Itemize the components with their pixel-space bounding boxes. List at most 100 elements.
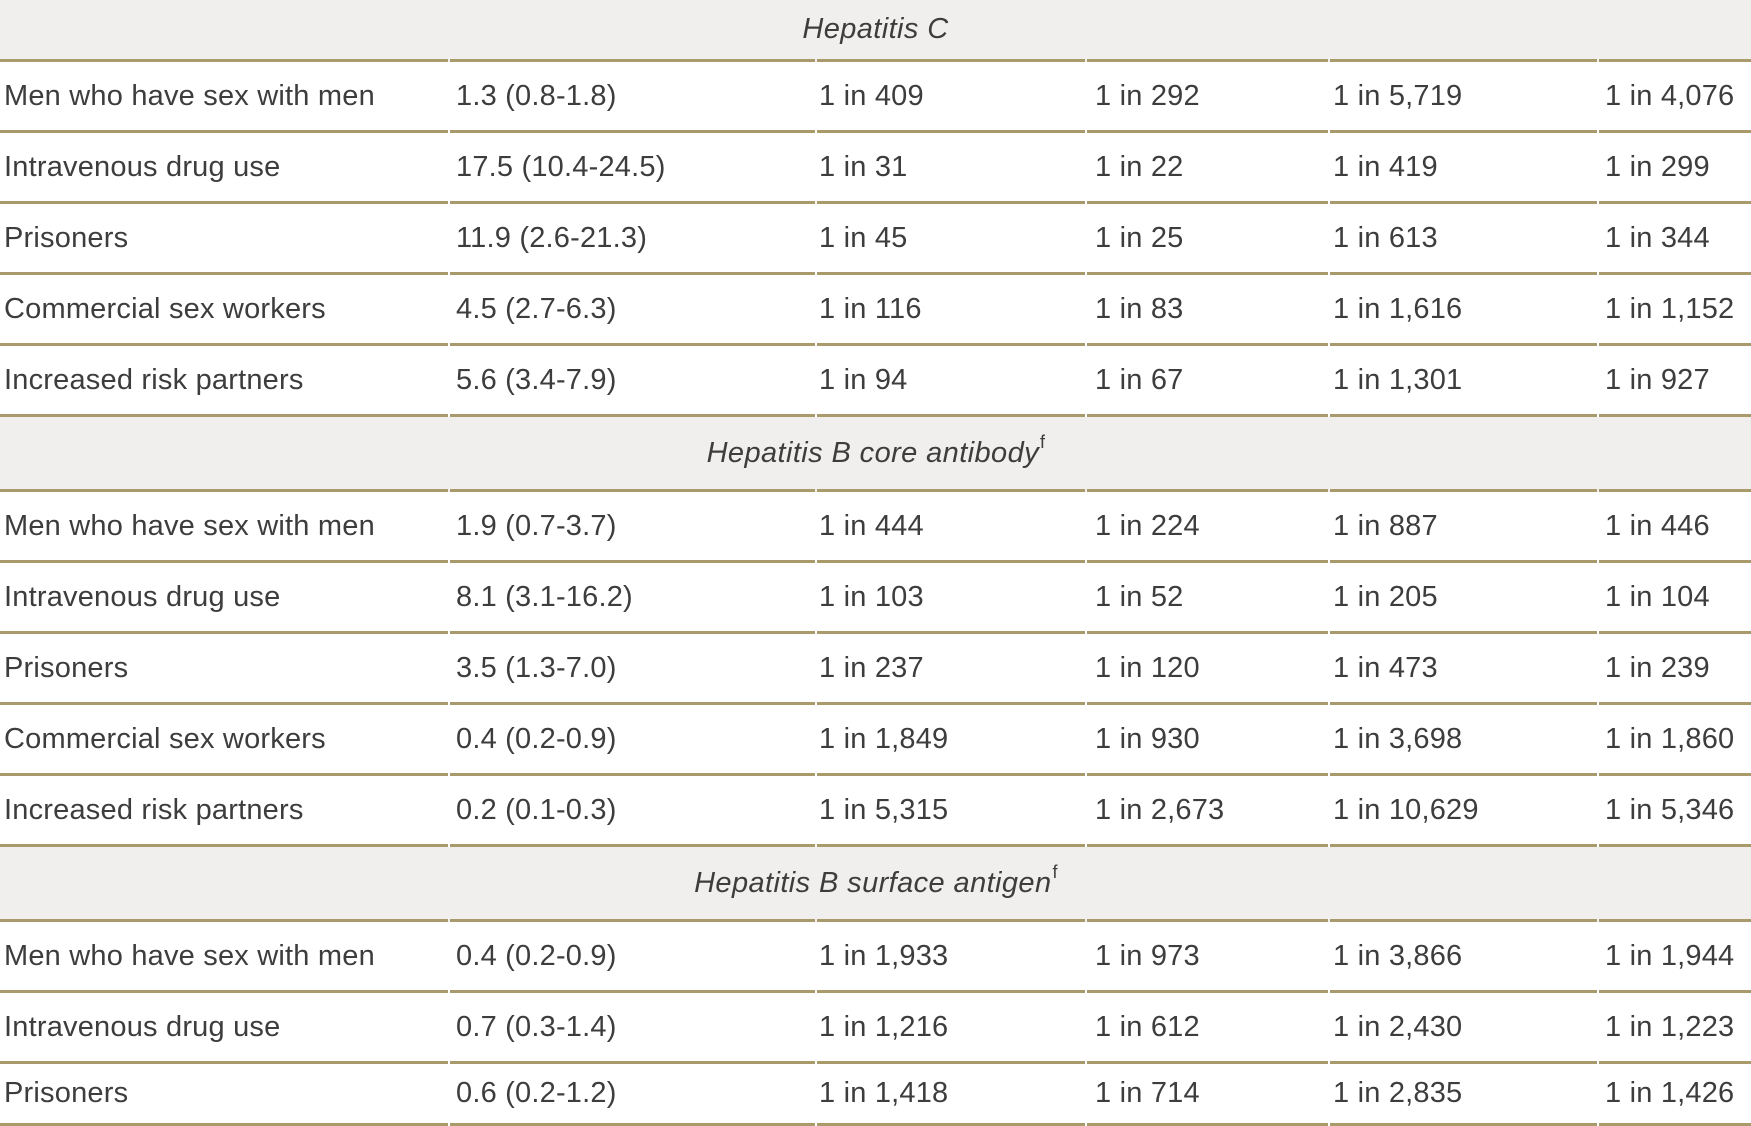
ratio-cell-4: 1 in 1,426 xyxy=(1599,1064,1751,1126)
section-title-text: Hepatitis C xyxy=(802,13,949,45)
ratio-cell-2: 1 in 52 xyxy=(1087,563,1328,634)
section-title: Hepatitis B core antibody f xyxy=(706,432,1046,469)
row-label: Intravenous drug use xyxy=(0,563,448,634)
row-label: Prisoners xyxy=(0,204,448,275)
prevalence-ci-cell: 11.9 (2.6-21.3) xyxy=(450,204,815,275)
row-label: Prisoners xyxy=(0,634,448,705)
ratio-cell-3: 1 in 3,698 xyxy=(1330,705,1597,776)
table-row: Men who have sex with men 0.4 (0.2-0.9) 1 … xyxy=(0,922,1751,993)
ratio-cell-1: 1 in 1,216 xyxy=(817,993,1085,1064)
section-band-cell xyxy=(1330,0,1597,62)
prevalence-ci-cell: 17.5 (10.4-24.5) xyxy=(450,133,815,204)
section-band-cell xyxy=(1087,417,1328,492)
section-band-cell xyxy=(0,0,448,62)
prevalence-ci-cell: 5.6 (3.4-7.9) xyxy=(450,346,815,417)
ratio-cell-2: 1 in 120 xyxy=(1087,634,1328,705)
ratio-cell-4: 1 in 5,346 xyxy=(1599,776,1751,847)
table-row: Commercial sex workers 4.5 (2.7-6.3) 1 in … xyxy=(0,275,1751,346)
section-title-text: Hepatitis B surface antigen xyxy=(694,866,1052,899)
ratio-cell-3: 1 in 205 xyxy=(1330,563,1597,634)
ratio-cell-4: 1 in 4,076 xyxy=(1599,62,1751,133)
row-label: Commercial sex workers xyxy=(0,705,448,776)
ratio-cell-1: 1 in 1,418 xyxy=(817,1064,1085,1126)
ratio-cell-1: 1 in 94 xyxy=(817,346,1085,417)
ratio-cell-2: 1 in 83 xyxy=(1087,275,1328,346)
ratio-cell-2: 1 in 224 xyxy=(1087,492,1328,563)
ratio-cell-4: 1 in 1,223 xyxy=(1599,993,1751,1064)
section-band-cell xyxy=(1087,0,1328,62)
section-band-cell xyxy=(1330,847,1597,922)
ratio-cell-1: 1 in 409 xyxy=(817,62,1085,133)
ratio-cell-4: 1 in 239 xyxy=(1599,634,1751,705)
ratio-cell-4: 1 in 299 xyxy=(1599,133,1751,204)
table-row: Prisoners 11.9 (2.6-21.3) 1 in 45 1 in 25 1 … xyxy=(0,204,1751,275)
section-band-cell xyxy=(817,417,1085,492)
table-row: Intravenous drug use 8.1 (3.1-16.2) 1 in 1… xyxy=(0,563,1751,634)
prevalence-ci-cell: 0.4 (0.2-0.9) xyxy=(450,705,815,776)
section-band-cell xyxy=(450,417,815,492)
ratio-cell-2: 1 in 67 xyxy=(1087,346,1328,417)
row-label: Intravenous drug use xyxy=(0,133,448,204)
section-header-band: Hepatitis B surface antigen f xyxy=(0,847,1751,922)
table-row: Prisoners 0.6 (0.2-1.2) 1 in 1,418 1 in 714… xyxy=(0,1064,1751,1126)
section-band-cell xyxy=(1087,847,1328,922)
ratio-cell-1: 1 in 116 xyxy=(817,275,1085,346)
prevalence-ci-cell: 4.5 (2.7-6.3) xyxy=(450,275,815,346)
section-band-cell xyxy=(1599,847,1751,922)
ratio-cell-1: 1 in 444 xyxy=(817,492,1085,563)
ratio-cell-2: 1 in 973 xyxy=(1087,922,1328,993)
ratio-cell-3: 1 in 1,616 xyxy=(1330,275,1597,346)
section-band-cell xyxy=(817,847,1085,922)
section-band-cell xyxy=(0,847,448,922)
ratio-cell-4: 1 in 1,152 xyxy=(1599,275,1751,346)
table-row: Men who have sex with men 1.9 (0.7-3.7) 1 … xyxy=(0,492,1751,563)
section-title: Hepatitis C xyxy=(0,0,1751,59)
ratio-cell-2: 1 in 930 xyxy=(1087,705,1328,776)
section-header-band: Hepatitis B core antibody f xyxy=(0,417,1751,492)
section-header-band: Hepatitis C xyxy=(0,0,1751,62)
row-label: Prisoners xyxy=(0,1064,448,1126)
table-row: Men who have sex with men 1.3 (0.8-1.8) 1 … xyxy=(0,62,1751,133)
table-row: Prisoners 3.5 (1.3-7.0) 1 in 237 1 in 120 1 … xyxy=(0,634,1751,705)
ratio-cell-3: 1 in 3,866 xyxy=(1330,922,1597,993)
section-band-cell xyxy=(817,0,1085,62)
prevalence-ci-cell: 0.7 (0.3-1.4) xyxy=(450,993,815,1064)
ratio-cell-3: 1 in 5,719 xyxy=(1330,62,1597,133)
prevalence-ci-cell: 0.4 (0.2-0.9) xyxy=(450,922,815,993)
prevalence-ci-cell: 3.5 (1.3-7.0) xyxy=(450,634,815,705)
prevalence-ci-cell: 0.6 (0.2-1.2) xyxy=(450,1064,815,1126)
section-title-text: Hepatitis B core antibody xyxy=(706,436,1039,469)
ratio-cell-4: 1 in 446 xyxy=(1599,492,1751,563)
row-label: Increased risk partners xyxy=(0,346,448,417)
table-row: Intravenous drug use 0.7 (0.3-1.4) 1 in 1,… xyxy=(0,993,1751,1064)
row-label: Increased risk partners xyxy=(0,776,448,847)
ratio-cell-2: 1 in 2,673 xyxy=(1087,776,1328,847)
ratio-cell-2: 1 in 612 xyxy=(1087,993,1328,1064)
table-row: Intravenous drug use 17.5 (10.4-24.5) 1 in… xyxy=(0,133,1751,204)
row-label: Commercial sex workers xyxy=(0,275,448,346)
ratio-cell-3: 1 in 613 xyxy=(1330,204,1597,275)
section-band-cell xyxy=(450,0,815,62)
ratio-cell-1: 1 in 1,849 xyxy=(817,705,1085,776)
row-label: Men who have sex with men xyxy=(0,62,448,133)
ratio-cell-4: 1 in 104 xyxy=(1599,563,1751,634)
section-band-cell xyxy=(450,847,815,922)
ratio-cell-3: 1 in 1,301 xyxy=(1330,346,1597,417)
table-row: Increased risk partners 5.6 (3.4-7.9) 1 in… xyxy=(0,346,1751,417)
section-band-cell xyxy=(1330,417,1597,492)
row-label: Intravenous drug use xyxy=(0,993,448,1064)
ratio-cell-1: 1 in 103 xyxy=(817,563,1085,634)
ratio-cell-2: 1 in 714 xyxy=(1087,1064,1328,1126)
section-title: Hepatitis B surface antigen f xyxy=(694,862,1058,899)
section-band-cell xyxy=(1599,0,1751,62)
ratio-cell-1: 1 in 31 xyxy=(817,133,1085,204)
prevalence-ci-cell: 8.1 (3.1-16.2) xyxy=(450,563,815,634)
table-row: Commercial sex workers 0.4 (0.2-0.9) 1 in … xyxy=(0,705,1751,776)
ratio-cell-3: 1 in 2,835 xyxy=(1330,1064,1597,1126)
ratio-cell-3: 1 in 473 xyxy=(1330,634,1597,705)
ratio-cell-2: 1 in 25 xyxy=(1087,204,1328,275)
ratio-cell-4: 1 in 1,944 xyxy=(1599,922,1751,993)
ratio-cell-3: 1 in 887 xyxy=(1330,492,1597,563)
ratio-cell-3: 1 in 419 xyxy=(1330,133,1597,204)
